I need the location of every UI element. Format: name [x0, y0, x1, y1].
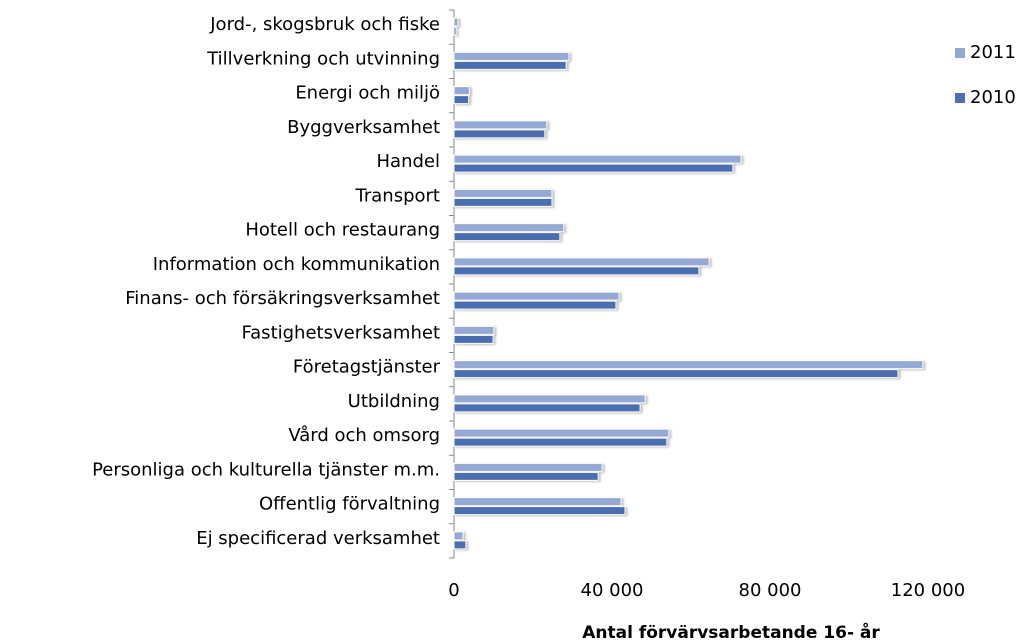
legend-swatch: [955, 93, 965, 103]
bar: [453, 497, 622, 507]
y-tick-label: Utbildning: [348, 391, 440, 412]
bar: [453, 437, 668, 447]
y-tick-label: Transport: [355, 185, 440, 206]
bar: [453, 60, 567, 70]
bar: [453, 394, 646, 404]
bar: [453, 471, 599, 481]
bar: [453, 428, 670, 438]
bar: [453, 291, 620, 301]
y-tick-label: Jord-, skogsbruk och fiske: [209, 14, 440, 35]
bar: [453, 334, 494, 344]
bar: [453, 266, 700, 276]
y-tick-label: Fastighetsverksamhet: [241, 322, 440, 343]
y-tick-label: Företagstjänster: [293, 357, 441, 378]
bar: [453, 506, 626, 516]
bar: [453, 163, 734, 173]
bar: [453, 17, 459, 27]
bar: [453, 154, 742, 164]
legend-label: 2011: [970, 42, 1016, 63]
bar: [453, 86, 470, 96]
bar: [453, 300, 617, 310]
legend-swatch: [955, 48, 965, 58]
y-tick-label: Handel: [377, 151, 440, 172]
bar: [453, 197, 553, 207]
bar: [453, 95, 470, 105]
y-tick-label: Byggverksamhet: [287, 117, 440, 138]
bar: [453, 540, 467, 550]
bar: [453, 360, 924, 370]
bar: [453, 403, 641, 413]
bar: [453, 129, 546, 139]
y-tick-label: Tillverkning och utvinning: [206, 48, 440, 69]
bar: [453, 531, 464, 541]
bar: [453, 26, 457, 36]
y-tick-label: Vård och omsorg: [288, 425, 440, 446]
bar: [453, 51, 570, 61]
y-tick-label: Information och kommunikation: [153, 254, 440, 275]
bar: [453, 369, 899, 379]
bar: [453, 232, 561, 242]
y-tick-label: Offentlig förvaltning: [259, 494, 440, 515]
x-axis-label: Antal förvärvsarbetande 16- år: [582, 621, 880, 643]
x-tick-label: 40 000: [581, 580, 644, 601]
y-tick-label: Ej specificerad verksamhet: [196, 528, 440, 549]
legend-label: 2010: [970, 87, 1016, 108]
bar: [453, 462, 603, 472]
y-tick-label: Energi och miljö: [295, 83, 440, 104]
bar: [453, 223, 565, 233]
y-tick-label: Personliga och kulturella tjänster m.m.: [92, 459, 440, 480]
y-tick-label: Finans- och försäkringsverksamhet: [125, 288, 440, 309]
bar: [453, 325, 495, 335]
bar: [453, 188, 553, 198]
x-tick-label: 120 000: [891, 580, 965, 601]
bar: [453, 257, 710, 267]
y-tick-label: Hotell och restaurang: [245, 220, 440, 241]
x-tick-label: 0: [448, 580, 459, 601]
x-tick-label: 80 000: [739, 580, 802, 601]
bar: [453, 120, 548, 130]
